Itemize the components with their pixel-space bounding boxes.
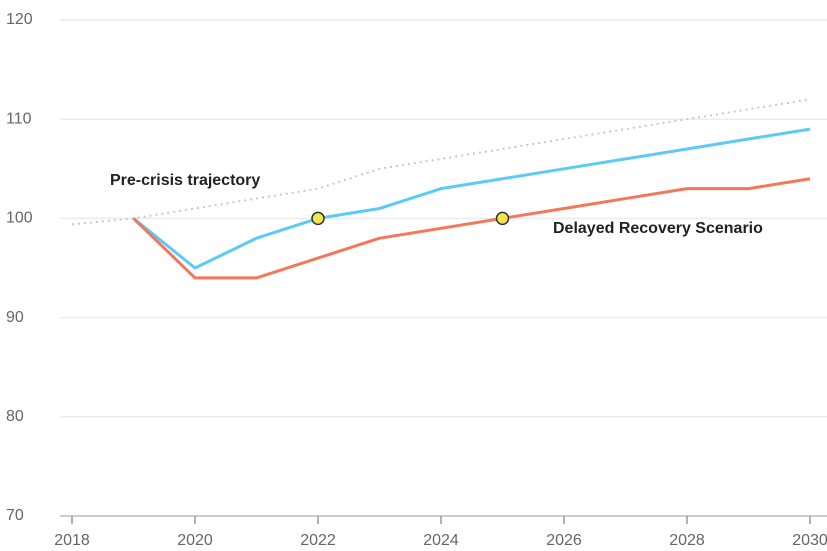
x-tick-label: 2028 — [669, 532, 705, 549]
annotation: Delayed Recovery Scenario — [553, 220, 763, 237]
x-tick-label: 2026 — [546, 532, 582, 549]
highlight-point — [495, 211, 510, 226]
annotation: Pre-crisis trajectory — [110, 172, 260, 189]
highlight-point — [311, 211, 325, 226]
y-tick-label: 90 — [6, 309, 24, 326]
series-line — [132, 177, 811, 280]
y-tick-label: 80 — [6, 408, 24, 425]
y-tick-label: 120 — [6, 11, 33, 28]
series-line — [71, 98, 811, 226]
x-tick-label: 2022 — [300, 532, 336, 549]
x-tick-label: 2018 — [54, 532, 90, 549]
y-tick-label: 100 — [6, 210, 33, 227]
x-tick-label: 2024 — [423, 532, 459, 549]
x-tick-label: 2020 — [177, 532, 213, 549]
y-tick-label: 70 — [6, 507, 24, 524]
y-tick-label: 110 — [6, 110, 32, 127]
x-tick-label: 2030 — [792, 532, 827, 549]
series-line — [132, 127, 811, 270]
